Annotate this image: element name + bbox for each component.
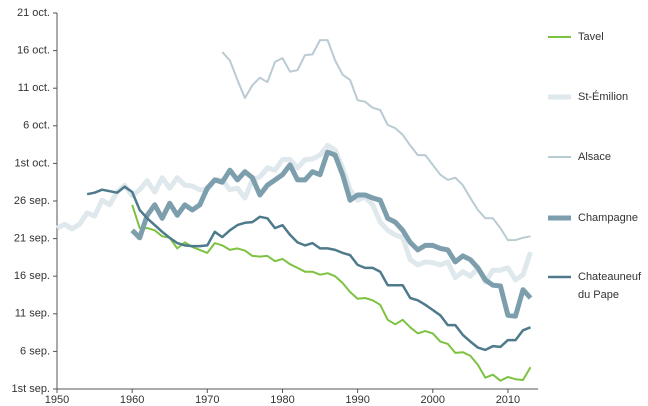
x-tick-label: 1960 [120,394,144,406]
y-tick-label: 6 oct. [23,120,50,132]
x-tick-label: 2000 [421,394,445,406]
x-tick-label: 1970 [195,394,219,406]
x-tick-label: 1980 [270,394,294,406]
x-tick-label: 1990 [345,394,369,406]
legend-label: St-Émilion [578,91,629,103]
y-tick-label: 21 oct. [17,7,50,19]
x-tick-label: 2010 [496,394,520,406]
y-tick-label: 21 sep. [14,233,50,245]
y-tick-label: 16 oct. [17,45,50,57]
y-tick-label: 16 sep. [14,270,50,282]
y-tick-label: 6 sep. [20,345,50,357]
legend-label: Chateauneuf du Pape [578,271,641,301]
legend-label: Champagne [578,212,638,224]
series-line [130,149,533,319]
legend-label: Alsace [578,151,612,163]
y-tick-label: 1st sep. [11,383,50,395]
series-line [55,142,533,285]
x-tick-label: 1950 [45,394,69,406]
y-tick-label: 11 sep. [15,308,50,320]
series-line [86,185,531,352]
series-line [131,204,532,382]
y-tick-label: 11 oct. [18,82,50,94]
y-tick-label: 26 sep. [14,195,50,207]
y-tick-label: 1st oct. [15,157,50,169]
series-line [221,39,531,242]
legend-label: Tavel [578,31,604,43]
